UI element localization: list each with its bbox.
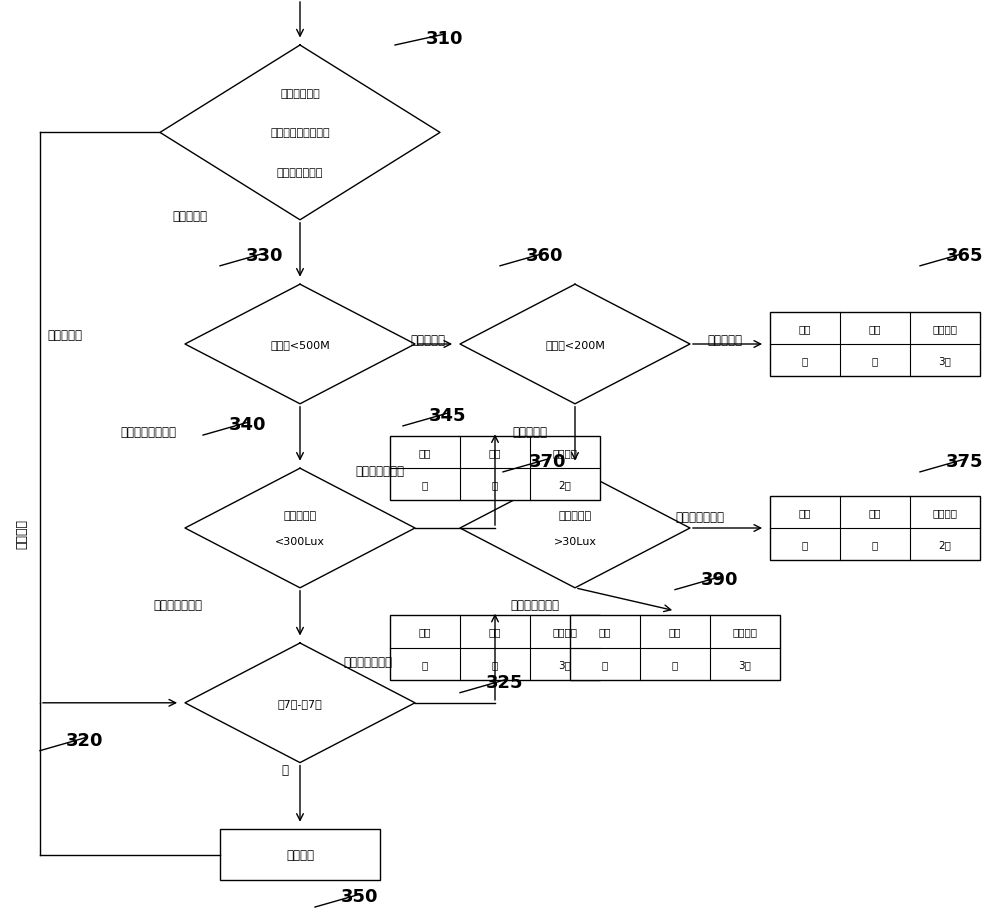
Text: 否: 否 — [282, 763, 288, 776]
Text: 能见度<500M: 能见度<500M — [270, 340, 330, 349]
Text: 是（白天中雾）: 是（白天中雾） — [676, 510, 724, 523]
Text: 收路侧节点命令: 收路侧节点命令 — [277, 167, 323, 177]
Text: 持续时间: 持续时间 — [933, 323, 958, 334]
Text: 否（白天晴天）: 否（白天晴天） — [154, 598, 202, 611]
Text: 所有突起路标均能接: 所有突起路标均能接 — [270, 129, 330, 138]
Text: 330: 330 — [246, 246, 284, 265]
Bar — [770, 496, 980, 561]
Text: 颜色: 颜色 — [419, 627, 431, 637]
Text: 310: 310 — [426, 29, 464, 48]
Bar — [390, 437, 600, 501]
Text: 否（能见度正常）: 否（能见度正常） — [120, 425, 176, 438]
Text: 是（主控）: 是（主控） — [173, 210, 208, 222]
Text: 否（中雾）: 否（中雾） — [512, 425, 548, 438]
Text: 3秒: 3秒 — [939, 356, 951, 366]
Text: 红: 红 — [802, 356, 808, 366]
Text: 黄: 黄 — [422, 659, 428, 669]
Text: 375: 375 — [946, 452, 984, 471]
Text: 中: 中 — [672, 659, 678, 669]
Text: 系统关闭: 系统关闭 — [286, 848, 314, 861]
Text: 颜色: 颜色 — [799, 507, 811, 517]
Text: 能见度<200M: 能见度<200M — [545, 340, 605, 349]
Text: 340: 340 — [229, 415, 267, 434]
Text: 环境光强度: 环境光强度 — [283, 510, 317, 520]
Text: 持续时间: 持续时间 — [733, 627, 758, 637]
Text: 中: 中 — [492, 480, 498, 490]
Text: 中: 中 — [872, 539, 878, 550]
Text: 2秒: 2秒 — [559, 480, 571, 490]
Text: 是（白天阴天）: 是（白天阴天） — [356, 465, 404, 478]
Text: 365: 365 — [946, 246, 984, 265]
Text: 持续时间: 持续时间 — [552, 448, 578, 458]
Text: 320: 320 — [66, 731, 104, 749]
Text: 晚7点-早7点: 晚7点-早7点 — [278, 698, 322, 708]
Text: 颜色: 颜色 — [419, 448, 431, 458]
Text: 环境光强度: 环境光强度 — [558, 510, 592, 520]
Text: 3秒: 3秒 — [739, 659, 751, 669]
Text: 强度: 强度 — [669, 627, 681, 637]
Text: <300Lux: <300Lux — [275, 537, 325, 547]
Text: 390: 390 — [701, 570, 739, 588]
Text: 否（自控）: 否（自控） — [48, 329, 82, 342]
Bar — [570, 616, 780, 680]
Text: 360: 360 — [526, 246, 564, 265]
Text: 强度: 强度 — [869, 507, 881, 517]
Text: 红: 红 — [802, 539, 808, 550]
Text: 350: 350 — [341, 887, 379, 905]
Text: 黄: 黄 — [422, 480, 428, 490]
Text: 2秒: 2秒 — [939, 539, 951, 550]
Text: 强度: 强度 — [869, 323, 881, 334]
Text: 强度: 强度 — [489, 627, 501, 637]
Text: 是（浓雾）: 是（浓雾） — [708, 334, 742, 346]
Text: 红: 红 — [602, 659, 608, 669]
Text: 持续时间: 持续时间 — [552, 627, 578, 637]
Text: 3秒: 3秒 — [559, 659, 571, 669]
Text: 325: 325 — [486, 673, 524, 691]
Bar — [390, 616, 600, 680]
Text: 345: 345 — [429, 406, 467, 425]
Text: 是（雾天）: 是（雾天） — [411, 334, 446, 346]
Text: >30Lux: >30Lux — [554, 537, 596, 547]
Text: 强: 强 — [872, 356, 878, 366]
Text: 强度: 强度 — [489, 448, 501, 458]
Text: 中: 中 — [492, 659, 498, 669]
Bar — [770, 312, 980, 377]
Bar — [220, 829, 380, 880]
Text: 370: 370 — [529, 452, 567, 471]
Text: 是（默认方式）: 是（默认方式） — [344, 655, 392, 668]
Text: 颜色: 颜色 — [799, 323, 811, 334]
Text: 循环检测: 循环检测 — [16, 518, 28, 548]
Text: 持续时间: 持续时间 — [933, 507, 958, 517]
Text: 工作状态检测: 工作状态检测 — [280, 89, 320, 99]
Text: 颜色: 颜色 — [599, 627, 611, 637]
Text: 否（夜间中雾）: 否（夜间中雾） — [511, 598, 560, 611]
